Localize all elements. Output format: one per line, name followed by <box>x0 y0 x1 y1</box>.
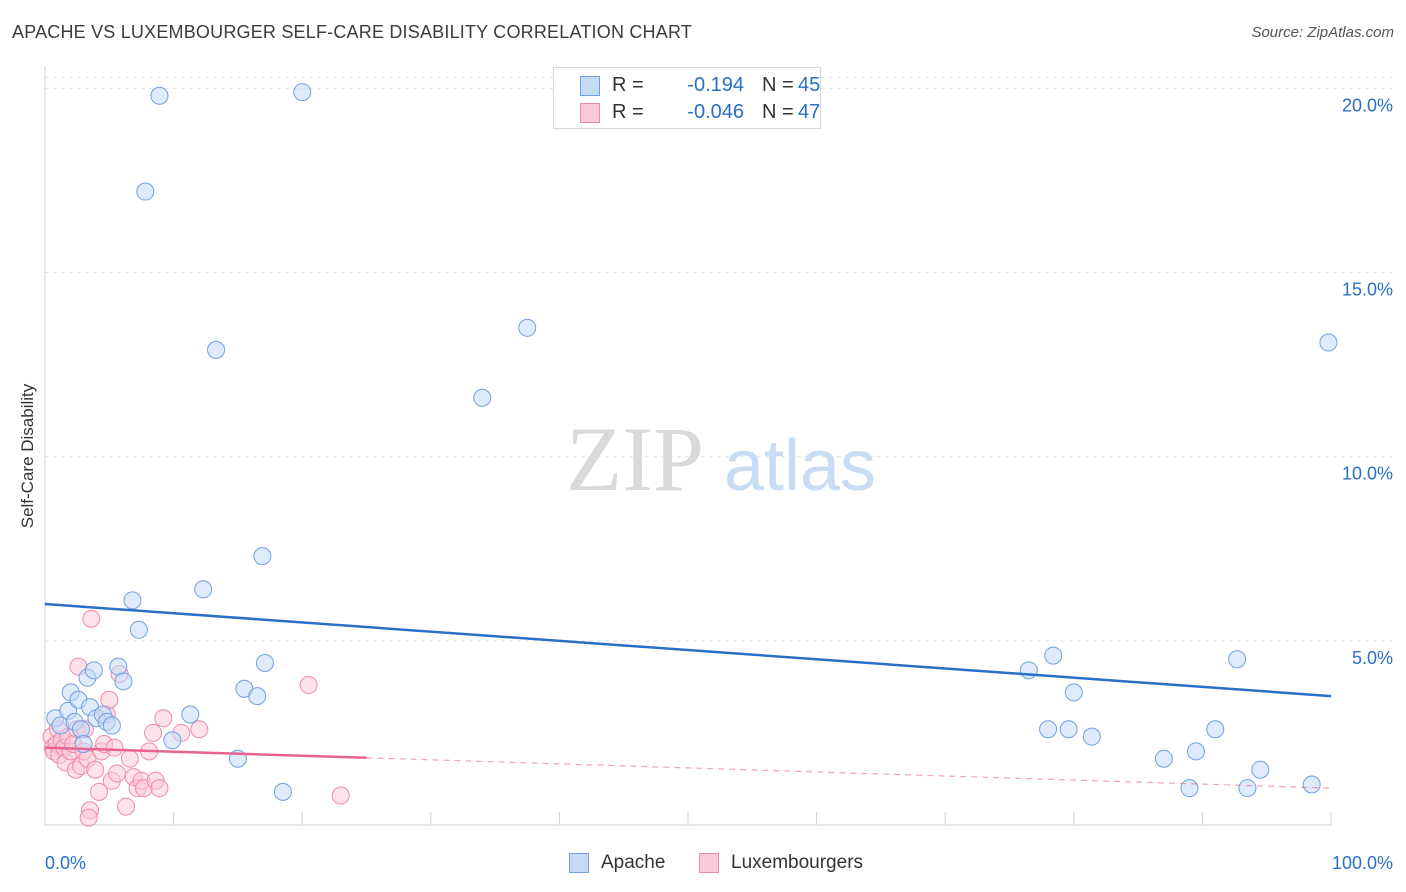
apache-point <box>163 731 182 750</box>
watermark: ZIP atlas <box>566 408 876 510</box>
r-value: -0.194 <box>687 74 744 96</box>
apache-point <box>255 653 274 672</box>
apache-point <box>102 716 121 735</box>
apache-point <box>1228 650 1247 669</box>
apache-point <box>248 687 267 706</box>
apache-point <box>1044 646 1063 665</box>
correlation-legend: R = -0.194 N = 45 R = -0.046 N = 47 <box>553 67 821 129</box>
x-tick-label: 0.0% <box>45 853 86 873</box>
apache-point <box>84 661 103 680</box>
apache-point <box>123 591 142 610</box>
apache-point <box>473 388 492 407</box>
r-label: R = <box>612 74 644 96</box>
luxembourgers-point <box>190 720 209 739</box>
tick-labels: 5.0% 10.0% 15.0% 20.0% 0.0% 100.0% <box>45 95 1393 873</box>
apache-point <box>1019 661 1038 680</box>
apache-point <box>207 340 226 359</box>
watermark-atlas: atlas <box>724 426 876 506</box>
y-tick-label: 5.0% <box>1352 648 1393 668</box>
trend-lines <box>44 602 1332 789</box>
luxembourgers-legend-label: Luxembourgers <box>731 852 864 873</box>
apache-point <box>181 705 200 724</box>
luxembourgers-point <box>117 797 136 816</box>
apache-point <box>1154 749 1173 768</box>
luxembourgers-point <box>105 738 124 757</box>
n-value: 45 <box>798 74 821 96</box>
luxembourgers-point <box>120 749 139 768</box>
chart-title: APACHE VS LUXEMBOURGER SELF-CARE DISABIL… <box>12 22 693 42</box>
luxembourgers-point <box>331 786 350 805</box>
luxembourgers-point <box>150 779 169 798</box>
luxembourgers-point <box>86 760 105 779</box>
apache-point <box>1319 333 1338 352</box>
y-tick-label: 15.0% <box>1342 280 1393 300</box>
apache-legend-swatch <box>569 853 589 873</box>
apache-point <box>293 83 312 102</box>
apache-point <box>1064 683 1083 702</box>
x-tick-label: 100.0% <box>1332 853 1393 873</box>
apache-point <box>1186 742 1205 761</box>
luxembourgers-point <box>90 782 109 801</box>
n-value: 47 <box>798 101 821 123</box>
r-label: R = <box>612 101 644 123</box>
apache-point <box>150 86 169 105</box>
luxembourgers-point <box>79 808 98 827</box>
luxembourgers-legend-swatch <box>699 853 719 873</box>
n-label: N = <box>762 101 794 123</box>
watermark-zip: ZIP <box>566 408 704 510</box>
n-label: N = <box>762 74 794 96</box>
apache-point <box>1251 760 1270 779</box>
apache-point <box>1059 720 1078 739</box>
apache-point <box>1180 779 1199 798</box>
apache-point <box>1082 727 1101 746</box>
apache-point <box>1206 720 1225 739</box>
data-points <box>42 83 1338 827</box>
y-tick-label: 10.0% <box>1342 464 1393 484</box>
luxembourgers-point <box>108 764 127 783</box>
apache-point <box>253 547 272 566</box>
apache-point <box>518 318 537 337</box>
luxembourgers-point <box>82 609 101 628</box>
apache-point <box>129 620 148 639</box>
luxembourgers-point <box>144 723 163 742</box>
gridlines <box>45 76 1392 642</box>
chart-source: Source: ZipAtlas.com <box>1251 24 1394 41</box>
apache-swatch <box>580 76 600 96</box>
axes <box>44 66 1332 826</box>
apache-point <box>273 782 292 801</box>
luxembourgers-trend-line-dashed <box>366 757 1332 789</box>
apache-point <box>72 720 91 739</box>
apache-point <box>136 182 155 201</box>
apache-trend-line <box>44 602 1332 698</box>
r-value: -0.046 <box>687 101 744 123</box>
apache-point <box>1039 720 1058 739</box>
y-tick-label: 20.0% <box>1342 95 1393 115</box>
apache-point <box>1238 779 1257 798</box>
apache-legend-label: Apache <box>601 852 666 873</box>
luxembourgers-point <box>154 709 173 728</box>
apache-point <box>194 580 213 599</box>
apache-point <box>114 672 133 691</box>
luxembourgers-trend-line <box>44 746 367 760</box>
luxembourgers-swatch <box>580 103 600 123</box>
apache-point <box>1302 775 1321 794</box>
luxembourgers-point <box>299 676 318 695</box>
